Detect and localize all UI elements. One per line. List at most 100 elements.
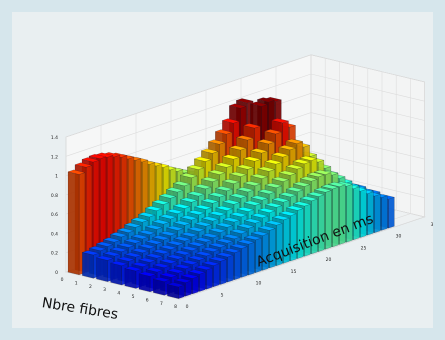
bar-group (67, 97, 395, 299)
bar-top (179, 197, 198, 203)
bar-top (109, 260, 129, 266)
bar-top (152, 249, 171, 255)
bar-top (152, 276, 171, 282)
bar-top (165, 225, 185, 231)
bar-top (250, 173, 269, 179)
bar-top (193, 184, 212, 190)
bar-top (130, 234, 149, 240)
bar-top (166, 282, 185, 288)
bar-top (278, 210, 297, 216)
bar-top (194, 265, 213, 271)
bar-top (166, 240, 185, 246)
bar-top (214, 186, 234, 192)
bar-top (285, 164, 304, 170)
bar-top (236, 187, 255, 193)
bar-side (138, 273, 151, 293)
z-tick-label: 0.6 (51, 212, 58, 218)
bar-top (130, 217, 149, 223)
bar-top (200, 148, 219, 154)
bar-top (158, 193, 177, 199)
bar-top (278, 170, 297, 176)
y-gridline (179, 81, 425, 300)
bar-top (138, 271, 157, 277)
bar-top (243, 218, 262, 224)
bar-top (179, 215, 199, 221)
bar-top (208, 227, 227, 233)
bar-top (159, 272, 178, 278)
bar-top (109, 232, 128, 238)
bar-top (194, 237, 213, 243)
bar-top (221, 179, 241, 184)
bar-top (138, 257, 157, 263)
bar-top (327, 181, 346, 187)
bar-side (124, 268, 137, 289)
bar-top (95, 255, 114, 261)
axis-ticks: 0 0.2 0.4 0.6 0.8 1 1.2 1.4 0 1 2 3 4 5 6 7 8 0 5 10 15 20 25 3… (51, 135, 433, 310)
bar-top (257, 166, 276, 172)
bar-front (178, 284, 185, 299)
bar-top (123, 222, 142, 228)
bar-top (180, 273, 199, 279)
bar-front (227, 254, 234, 283)
bar (67, 169, 86, 276)
bar-top (235, 164, 255, 170)
x-tick-label: 25 (361, 245, 367, 251)
bar-top (123, 238, 142, 244)
bar-top (88, 246, 107, 251)
bar-top (159, 244, 178, 250)
bar-top (215, 238, 234, 244)
bar-top (193, 156, 212, 162)
bar-top (250, 195, 269, 201)
bar-top (271, 152, 290, 158)
bar-top (229, 228, 248, 234)
z-tick-label: 1 (55, 174, 58, 180)
bar-front (388, 196, 395, 229)
bar-top (116, 256, 136, 262)
bar-top (165, 208, 184, 214)
bar-top (222, 248, 241, 253)
bar-front (192, 276, 199, 295)
bar-top (173, 236, 192, 242)
y-tick-label: 2 (89, 284, 92, 290)
bar-top (221, 118, 240, 124)
bar-top (137, 212, 156, 218)
bar-top (271, 197, 290, 203)
bar-top (102, 237, 121, 243)
bar-top (116, 242, 135, 248)
bar-top (187, 226, 206, 232)
bar-front (220, 259, 227, 285)
bar-top (151, 235, 171, 241)
bar-top (236, 223, 255, 229)
bar-top (215, 252, 234, 258)
bar-top (229, 212, 248, 218)
bar-top (222, 234, 241, 240)
bar-top (285, 186, 304, 192)
bar-top (271, 176, 290, 182)
bar-top (187, 269, 206, 275)
bar-top (158, 231, 178, 236)
bar-top (123, 252, 143, 258)
bar-top (124, 266, 143, 272)
bar-top (194, 251, 213, 257)
bar-top (116, 227, 135, 233)
bar-top (249, 101, 268, 107)
bar-top (200, 176, 219, 182)
bar-top (207, 169, 226, 175)
bar-front (241, 246, 248, 278)
bar-top (214, 162, 233, 168)
bar-top (152, 263, 171, 268)
bar-top (250, 230, 269, 236)
bar-top (222, 199, 241, 205)
bar-top (229, 243, 248, 249)
bar-top (313, 169, 332, 175)
bar-top (151, 219, 170, 225)
bar-top (137, 229, 156, 235)
bar-top (214, 129, 233, 135)
y-tick-label: 0 (61, 277, 64, 283)
y-tick-label: 6 (146, 297, 149, 303)
bar (138, 271, 157, 293)
bar-front (374, 193, 381, 234)
bar-top (186, 191, 205, 197)
bar-top (243, 200, 262, 206)
bar-front (185, 280, 192, 297)
